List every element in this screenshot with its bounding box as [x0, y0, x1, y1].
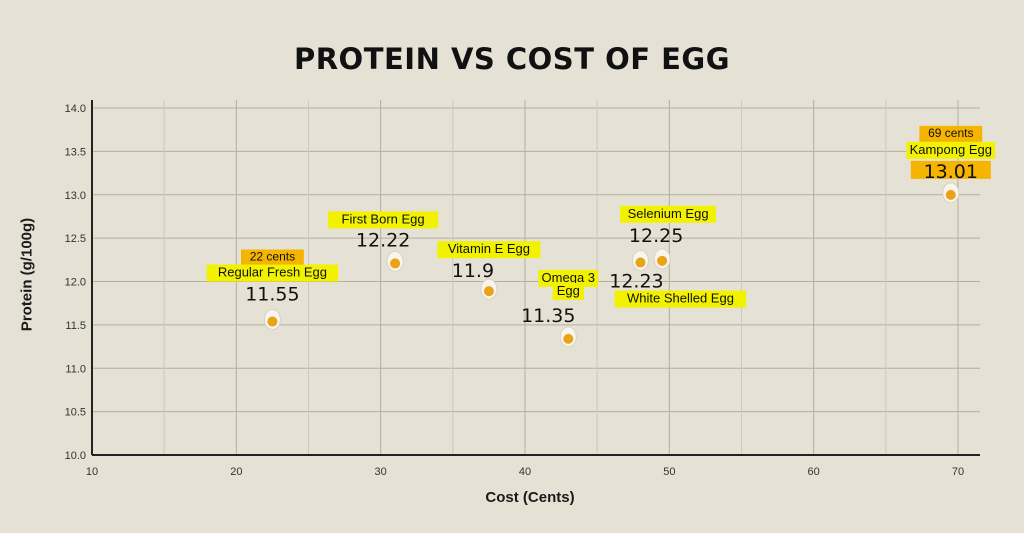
point-name-label: Vitamin E Egg	[448, 241, 530, 256]
y-tick-label: 10.0	[65, 450, 86, 462]
point-value-label: 13.01	[924, 161, 978, 183]
point-name-label-highlight	[538, 269, 599, 287]
cost-label: 69 cents	[928, 126, 973, 140]
point-value-label: 11.35	[521, 305, 575, 327]
chart-title: PROTEIN VS COST OF EGG	[293, 42, 731, 76]
point-name-label: Kampong Egg	[910, 142, 992, 157]
point-value-label: 12.25	[629, 225, 683, 247]
point-name-label: Regular Fresh Egg	[218, 265, 327, 280]
y-tick-label: 13.0	[65, 190, 86, 202]
point-name-label: Omega 3	[542, 270, 595, 285]
cost-label-highlight	[241, 249, 304, 266]
egg-yolk	[483, 286, 494, 297]
point-name-label: Egg	[557, 283, 580, 298]
egg-yolk	[945, 189, 956, 200]
point-name-label: Selenium Egg	[628, 206, 709, 221]
y-tick-label: 12.0	[65, 277, 86, 289]
egg-yolk	[390, 258, 401, 269]
cost-label-highlight	[919, 125, 983, 142]
point-name-label: First Born Egg	[342, 211, 425, 226]
data-point-group: 69 cents Kampong Egg 13.01	[906, 125, 996, 204]
x-tick-label: 20	[230, 466, 242, 478]
point-name-label-highlight	[620, 205, 717, 223]
egg-yolk	[267, 316, 278, 327]
y-axis-label: Protein (g/100g)	[18, 217, 36, 332]
point-value-label: 11.55	[245, 284, 299, 306]
point-name-label-highlight	[614, 290, 747, 308]
egg-yolk	[657, 255, 668, 266]
x-tick-label: 40	[519, 466, 531, 478]
point-name-label-highlight	[437, 241, 541, 259]
data-point-group: Vitamin E Egg 11.9	[437, 241, 541, 300]
point-name-label-highlight	[206, 264, 339, 282]
x-tick-label: 10	[86, 466, 98, 478]
point-name-label-highlight	[906, 141, 996, 159]
x-tick-label: 50	[663, 466, 675, 478]
point-value-label: 12.22	[356, 229, 410, 251]
point-name-label-highlight	[328, 211, 439, 229]
x-tick-label: 60	[808, 466, 820, 478]
data-point-group: Selenium Egg 12.25	[620, 205, 717, 270]
y-tick-label: 11.0	[65, 363, 86, 375]
y-tick-label: 11.5	[65, 320, 86, 332]
point-name-label-highlight	[552, 282, 585, 300]
point-value-label: 11.9	[452, 260, 494, 282]
cost-label: 22 cents	[250, 250, 295, 264]
value-label-highlight	[910, 160, 991, 179]
y-tick-label: 14.0	[65, 103, 86, 115]
y-tick-label: 12.5	[65, 233, 86, 245]
y-tick-label: 10.5	[65, 407, 86, 419]
x-axis-label: Cost (Cents)	[485, 489, 575, 506]
x-tick-label: 70	[952, 466, 964, 478]
point-value-label: 12.23	[609, 271, 663, 293]
point-name-label: White Shelled Egg	[627, 291, 734, 306]
egg-yolk	[563, 333, 574, 344]
axes	[91, 100, 980, 456]
data-point-group: First Born Egg 12.22	[328, 211, 439, 272]
tick-labels: 10.0 10.5 11.0 11.5 12.0 12.5 13.0 13.5 14.0 10 20…	[65, 103, 965, 478]
y-tick-label: 13.5	[65, 146, 86, 158]
egg-yolk	[635, 257, 646, 268]
x-tick-label: 30	[375, 466, 387, 478]
